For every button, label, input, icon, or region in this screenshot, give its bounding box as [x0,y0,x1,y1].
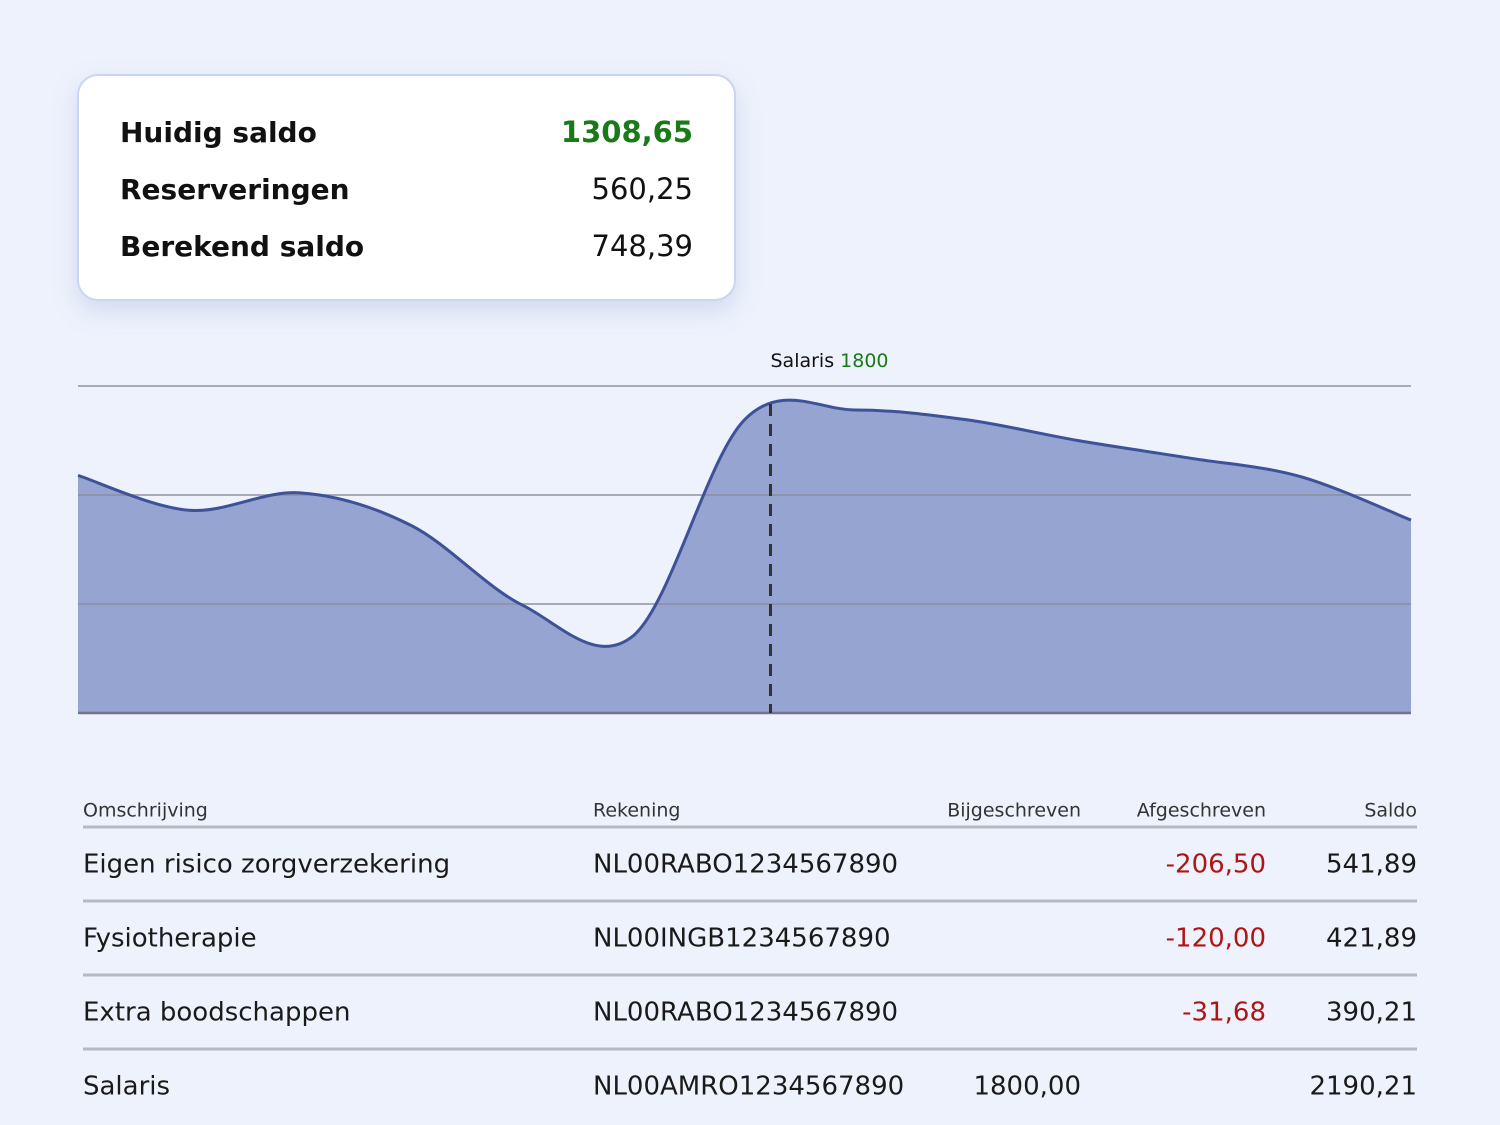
summary-label: Reserveringen [120,173,350,206]
table-cell: NL00RABO1234567890 [593,850,898,880]
column-header: Bijgeschreven [947,800,1081,822]
summary-value: 748,39 [592,229,693,263]
table-cell: -31,68 [1182,998,1266,1028]
table-cell: NL00INGB1234567890 [593,924,891,954]
table-cell: 421,89 [1326,924,1417,954]
table-cell: NL00AMRO1234567890 [593,1072,904,1102]
transactions-table: Omschrijving Rekening Bijgeschreven Afgesch… [83,800,1417,1102]
table-cell: Extra boodschappen [83,998,350,1028]
table-cell: 2190,21 [1309,1072,1417,1102]
table-cell: 1800,00 [973,1072,1081,1102]
table-cell: Fysiotherapie [83,924,257,954]
summary-value: 560,25 [592,172,693,206]
table-cell: -206,50 [1166,850,1266,880]
summary-label: Berekend saldo [120,230,364,263]
table-cell: 390,21 [1326,998,1417,1028]
column-header: Rekening [593,800,680,822]
annotation: Salaris 1800 [770,350,888,372]
annotation-label: Salaris [770,350,834,372]
table-cell: Salaris [83,1072,170,1102]
summary-label: Huidig saldo [120,116,317,149]
column-header: Saldo [1364,800,1417,822]
column-header: Omschrijving [83,800,208,822]
area-fill [78,400,1411,713]
column-header: Afgeschreven [1137,800,1266,822]
annotation-value: 1800 [840,350,888,372]
summary-card [77,74,736,301]
chart: Salaris 1800 [77,350,1412,715]
area-line [77,398,1412,648]
summary-value: 1308,65 [561,115,693,149]
table-cell: NL00RABO1234567890 [593,998,898,1028]
table-cell: -120,00 [1166,924,1266,954]
table-cell: 541,89 [1326,850,1417,880]
table-cell: Eigen risico zorgverzekering [83,850,450,880]
